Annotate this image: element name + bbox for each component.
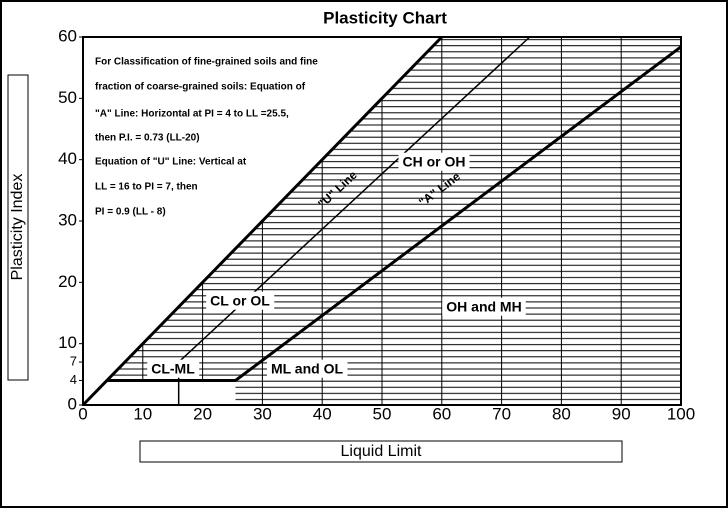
region-label-bg: [442, 297, 526, 316]
line: [81, 35, 443, 407]
region-label: CH or OH: [403, 154, 466, 170]
x-tick-label: 40: [313, 404, 332, 423]
region-label-bg: [206, 291, 275, 310]
note-line: fraction of coarse-grained soils: Equati…: [95, 82, 306, 93]
note-line: PI = 0.9 (LL - 8): [95, 207, 166, 218]
x-tick-label: 0: [78, 404, 87, 423]
y-axis-label: Plasticity Index: [9, 174, 26, 281]
note-line: Equation of "U" Line: Vertical at: [95, 157, 247, 168]
y-label-box: [7, 74, 29, 381]
x-tick-label: 60: [432, 404, 451, 423]
y-tick-label: 50: [58, 88, 77, 107]
chart-title: Plasticity Chart: [323, 8, 447, 27]
line: [106, 45, 682, 382]
x-tick-label: 80: [552, 404, 571, 423]
note-line: LL = 16 to PI = 7, then: [95, 182, 198, 193]
note-line: For Classification of fine-grained soils…: [95, 57, 318, 68]
x-axis-label: Liquid Limit: [341, 443, 422, 460]
region-label: OH and MH: [446, 299, 521, 315]
note-line: "A" Line: Horizontal at PI = 4 to LL =25…: [95, 109, 289, 120]
region-label: CL-ML: [151, 361, 195, 377]
region-label-bg: [398, 152, 470, 171]
y-tick-label: 0: [68, 394, 77, 413]
y-tick-label: 7: [70, 354, 77, 369]
x-tick-label: 70: [492, 404, 511, 423]
y-tick-label: 30: [58, 210, 77, 229]
x-tick-label: 100: [667, 404, 695, 423]
y-tick-label: 4: [70, 372, 77, 387]
x-tick-label: 50: [373, 404, 392, 423]
x-tick-label: 90: [612, 404, 631, 423]
region-label-bg: [147, 359, 200, 378]
region-label-bg: [266, 359, 348, 378]
x-tick-label: 20: [193, 404, 212, 423]
x-tick-label: 10: [133, 404, 152, 423]
y-tick-label: 20: [58, 272, 77, 291]
region-label: CL or OL: [210, 293, 270, 309]
x-label-box: [139, 440, 623, 463]
region-label: ML and OL: [271, 361, 344, 377]
y-tick-label: 60: [58, 26, 77, 45]
note-line: then P.I. = 0.73 (LL-20): [95, 133, 200, 144]
x-tick-label: 30: [253, 404, 272, 423]
y-tick-label: 40: [58, 149, 77, 168]
y-tick-label: 10: [58, 333, 77, 352]
